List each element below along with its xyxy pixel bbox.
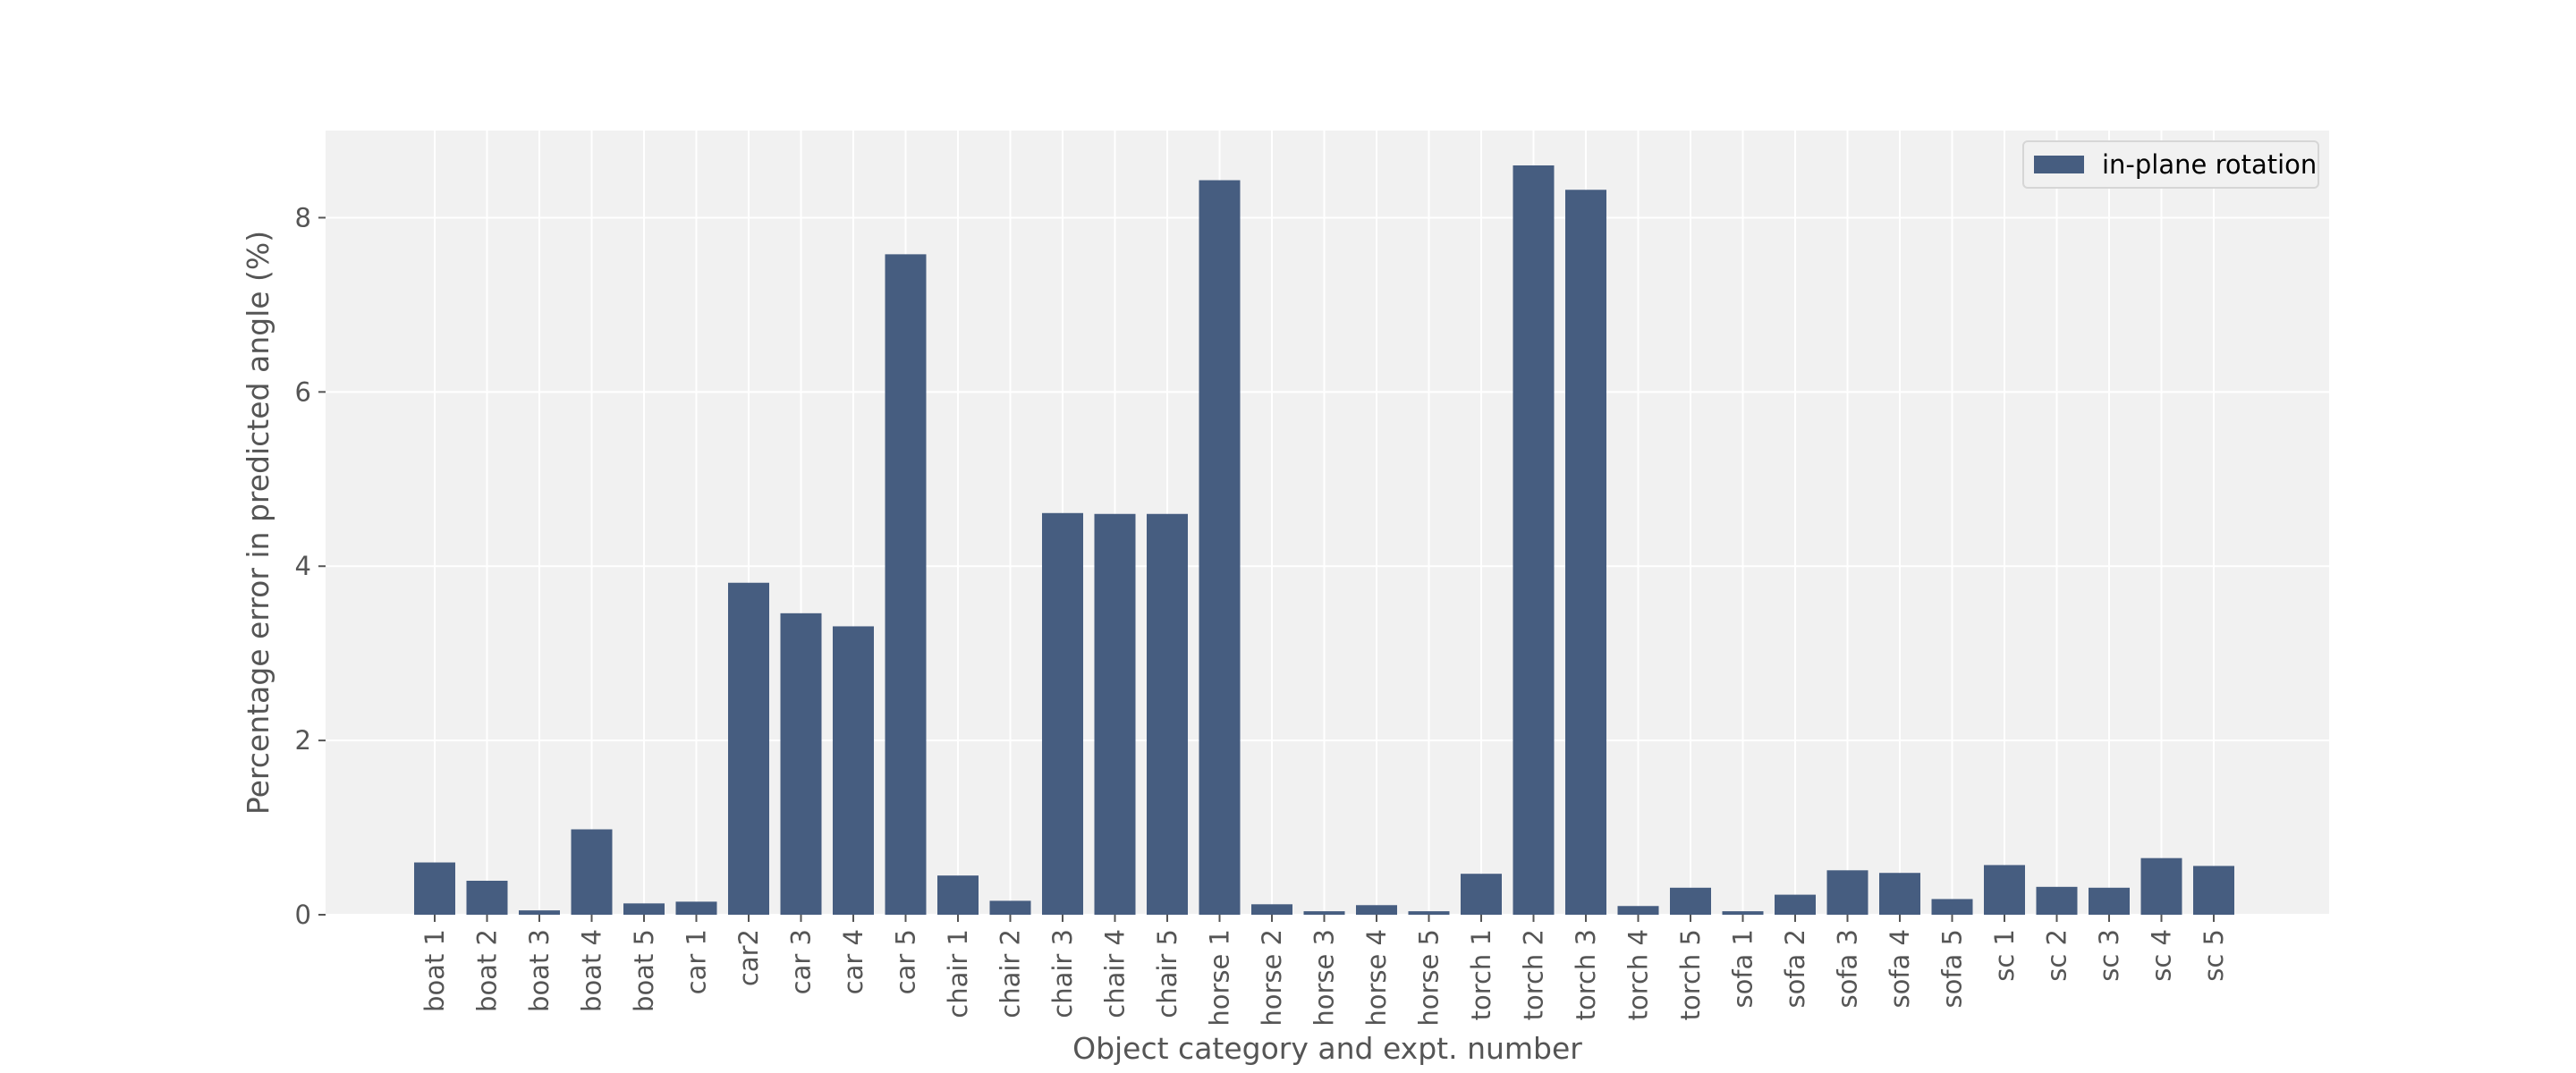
x-tick-label: torch 4 xyxy=(1623,929,1654,1020)
x-tick-label: sc 4 xyxy=(2147,929,2177,982)
x-tick-label: chair 2 xyxy=(996,929,1026,1018)
x-tick-label: boat 5 xyxy=(629,929,659,1012)
bar-boat-5 xyxy=(623,903,665,915)
bar-torch-3 xyxy=(1565,190,1606,916)
x-axis-label: Object category and expt. number xyxy=(1072,1031,1582,1066)
bar-car-3 xyxy=(780,613,822,915)
bar-car-4 xyxy=(833,626,874,915)
x-tick-label: sofa 1 xyxy=(1728,929,1758,1009)
bar-boat-4 xyxy=(571,829,613,915)
bar-torch-5 xyxy=(1670,887,1711,915)
x-tick-label: car 4 xyxy=(838,929,869,994)
x-tick-label: car 5 xyxy=(891,929,921,994)
bar-sofa-2 xyxy=(1775,894,1816,915)
bar-torch-1 xyxy=(1461,874,1502,915)
bar-chair-4 xyxy=(1094,513,1136,915)
bar-sc-4 xyxy=(2140,858,2182,915)
x-tick-label: chair 4 xyxy=(1100,929,1131,1018)
x-tick-label: chair 1 xyxy=(943,929,973,1018)
bar-sofa-3 xyxy=(1826,870,1868,915)
bar-horse-1 xyxy=(1199,180,1241,915)
x-tick-label: chair 3 xyxy=(1047,929,1078,1018)
plot-area xyxy=(326,131,2329,915)
y-tick-label: 6 xyxy=(295,376,311,407)
bar-sofa-4 xyxy=(1879,873,1920,915)
x-tick-label: horse 3 xyxy=(1309,929,1340,1027)
bar-car2 xyxy=(728,582,769,915)
x-tick-label: sc 5 xyxy=(2199,929,2229,982)
bar-horse-5 xyxy=(1408,911,1450,915)
bar-boat-1 xyxy=(414,862,455,915)
bar-boat-3 xyxy=(519,910,560,915)
legend-label: in-plane rotation xyxy=(2102,149,2317,180)
x-tick-label: horse 4 xyxy=(1361,929,1392,1027)
x-tick-label: sofa 3 xyxy=(1833,929,1863,1009)
y-tick-label: 4 xyxy=(295,551,311,581)
x-tick-label: chair 5 xyxy=(1152,929,1182,1018)
bar-horse-2 xyxy=(1251,904,1292,915)
bar-chair-5 xyxy=(1147,513,1188,915)
x-tick-label: boat 4 xyxy=(577,929,607,1012)
bar-car-5 xyxy=(885,254,927,916)
bar-chair-3 xyxy=(1042,512,1083,915)
x-tick-label: boat 2 xyxy=(472,929,503,1012)
y-axis-label: Percentage error in predicted angle (%) xyxy=(241,231,275,815)
x-tick-label: car 1 xyxy=(682,929,712,994)
bar-horse-4 xyxy=(1356,905,1397,915)
bar-sc-2 xyxy=(2036,886,2078,915)
bar-sofa-1 xyxy=(1722,911,1764,915)
x-tick-label: torch 3 xyxy=(1571,929,1601,1020)
x-tick-label: sofa 5 xyxy=(1937,929,1968,1009)
x-tick-label: torch 2 xyxy=(1519,929,1549,1020)
bar-car-1 xyxy=(675,901,717,915)
x-axis-ticks: boat 1 boat 2 boat 3 boat 4 boat 5 car 1 car2 c… xyxy=(419,915,2229,1027)
bars xyxy=(414,165,2234,916)
bar-sc-1 xyxy=(1984,865,2025,915)
x-tick-label: sofa 2 xyxy=(1780,929,1810,1009)
x-tick-label: horse 5 xyxy=(1414,929,1445,1027)
x-tick-label: sofa 4 xyxy=(1885,929,1915,1009)
x-tick-label: horse 2 xyxy=(1257,929,1287,1027)
legend-swatch xyxy=(2034,156,2084,173)
bar-torch-4 xyxy=(1617,906,1659,915)
bar-sofa-5 xyxy=(1931,899,1973,915)
x-tick-label: car2 xyxy=(733,929,764,986)
x-tick-label: boat 1 xyxy=(419,929,450,1012)
y-tick-label: 0 xyxy=(295,900,311,930)
x-tick-label: torch 1 xyxy=(1466,929,1496,1020)
bar-chair-2 xyxy=(989,900,1031,915)
y-tick-label: 8 xyxy=(295,202,311,232)
x-tick-label: sc 2 xyxy=(2042,929,2072,982)
bar-sc-5 xyxy=(2193,866,2234,915)
legend: in-plane rotation xyxy=(2022,140,2319,189)
bar-boat-2 xyxy=(466,880,508,915)
y-axis-ticks: 0 2 4 6 8 xyxy=(295,202,326,930)
x-tick-label: horse 1 xyxy=(1205,929,1235,1027)
x-tick-label: torch 5 xyxy=(1675,929,1706,1020)
legend-box xyxy=(2022,140,2319,189)
bar-horse-3 xyxy=(1303,911,1345,915)
y-tick-label: 2 xyxy=(295,725,311,756)
bar-torch-2 xyxy=(1513,165,1555,915)
x-tick-label: boat 3 xyxy=(524,929,555,1012)
bar-chair-1 xyxy=(937,875,979,915)
bar-sc-3 xyxy=(2089,887,2130,915)
x-tick-label: car 3 xyxy=(786,929,817,994)
x-tick-label: sc 1 xyxy=(1989,929,2020,982)
x-tick-label: sc 3 xyxy=(2094,929,2124,982)
